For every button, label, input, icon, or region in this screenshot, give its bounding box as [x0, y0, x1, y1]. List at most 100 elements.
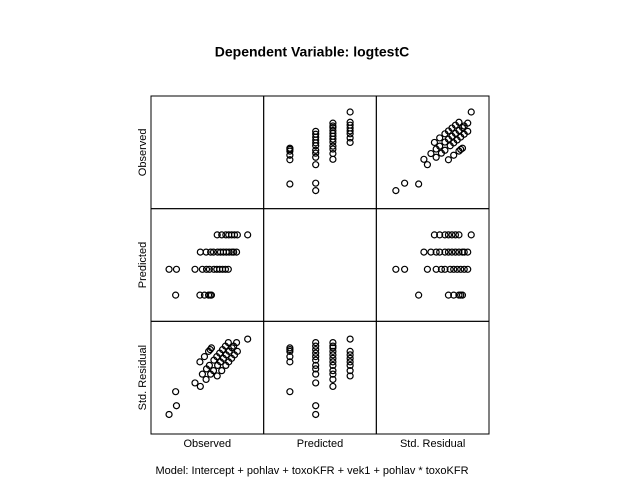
point	[172, 291, 180, 299]
point	[207, 291, 216, 299]
point	[441, 146, 449, 154]
point	[286, 353, 294, 361]
point	[392, 187, 400, 195]
point	[420, 248, 428, 256]
point	[205, 361, 213, 369]
point	[427, 149, 435, 158]
point	[415, 180, 423, 188]
point	[202, 265, 211, 273]
point	[451, 231, 460, 239]
point	[286, 180, 294, 188]
point	[286, 358, 294, 366]
point	[312, 349, 320, 357]
point	[200, 353, 209, 361]
point	[232, 248, 241, 256]
point	[346, 372, 354, 380]
point	[202, 375, 210, 384]
point	[446, 265, 454, 273]
point	[436, 231, 444, 239]
point	[436, 134, 444, 142]
x-axis-label: Predicted	[297, 438, 343, 450]
point	[209, 248, 218, 256]
point	[457, 265, 465, 273]
point	[312, 187, 320, 195]
point	[329, 145, 337, 153]
point	[206, 346, 214, 354]
point	[427, 248, 435, 256]
point	[458, 144, 467, 152]
point	[198, 370, 206, 378]
point	[329, 361, 337, 369]
point	[346, 118, 354, 126]
point	[423, 161, 432, 169]
x-axis-label: Std. Residual	[400, 438, 465, 450]
point	[346, 108, 354, 116]
point	[464, 248, 472, 256]
point	[346, 351, 354, 359]
point	[455, 248, 463, 256]
point	[244, 335, 252, 343]
y-axis-label: Std. Residual	[137, 345, 149, 410]
point	[448, 231, 456, 239]
point	[423, 265, 432, 273]
point	[392, 265, 400, 273]
point	[329, 367, 337, 375]
point	[451, 248, 460, 256]
point	[224, 265, 232, 273]
point	[225, 248, 233, 256]
point	[244, 231, 252, 239]
point	[457, 145, 465, 154]
point	[460, 265, 468, 273]
point	[196, 382, 204, 391]
point	[441, 265, 449, 273]
point	[312, 149, 320, 157]
point	[346, 138, 354, 147]
point	[172, 388, 180, 396]
point	[346, 361, 354, 369]
point	[286, 344, 294, 352]
point	[172, 265, 181, 273]
point	[196, 358, 204, 366]
point	[346, 134, 354, 142]
point	[329, 351, 337, 359]
point	[464, 119, 472, 127]
point	[458, 124, 467, 132]
point	[230, 231, 239, 239]
point	[329, 382, 337, 391]
point	[230, 248, 238, 256]
point	[455, 118, 463, 126]
point	[202, 248, 210, 256]
point	[329, 142, 337, 150]
point	[467, 231, 475, 239]
point	[432, 265, 440, 273]
point	[436, 142, 444, 150]
point	[312, 153, 320, 161]
point	[444, 248, 453, 256]
point	[432, 153, 440, 161]
point	[286, 144, 294, 152]
point	[224, 339, 232, 347]
point	[430, 138, 439, 147]
point	[312, 379, 320, 387]
point	[312, 370, 320, 378]
point	[460, 248, 468, 256]
point	[213, 231, 221, 239]
point	[312, 130, 320, 138]
point	[312, 161, 320, 169]
footnote: Model: Intercept + pohlav + toxoKFR + ve…	[155, 465, 468, 477]
point	[213, 372, 221, 380]
point	[207, 248, 215, 256]
point	[312, 356, 320, 364]
point	[228, 344, 236, 352]
point	[329, 358, 337, 366]
point	[444, 291, 453, 299]
point	[329, 119, 337, 127]
point	[346, 335, 354, 343]
point	[218, 367, 226, 375]
point	[329, 126, 337, 135]
point	[455, 231, 463, 239]
point	[233, 231, 241, 239]
